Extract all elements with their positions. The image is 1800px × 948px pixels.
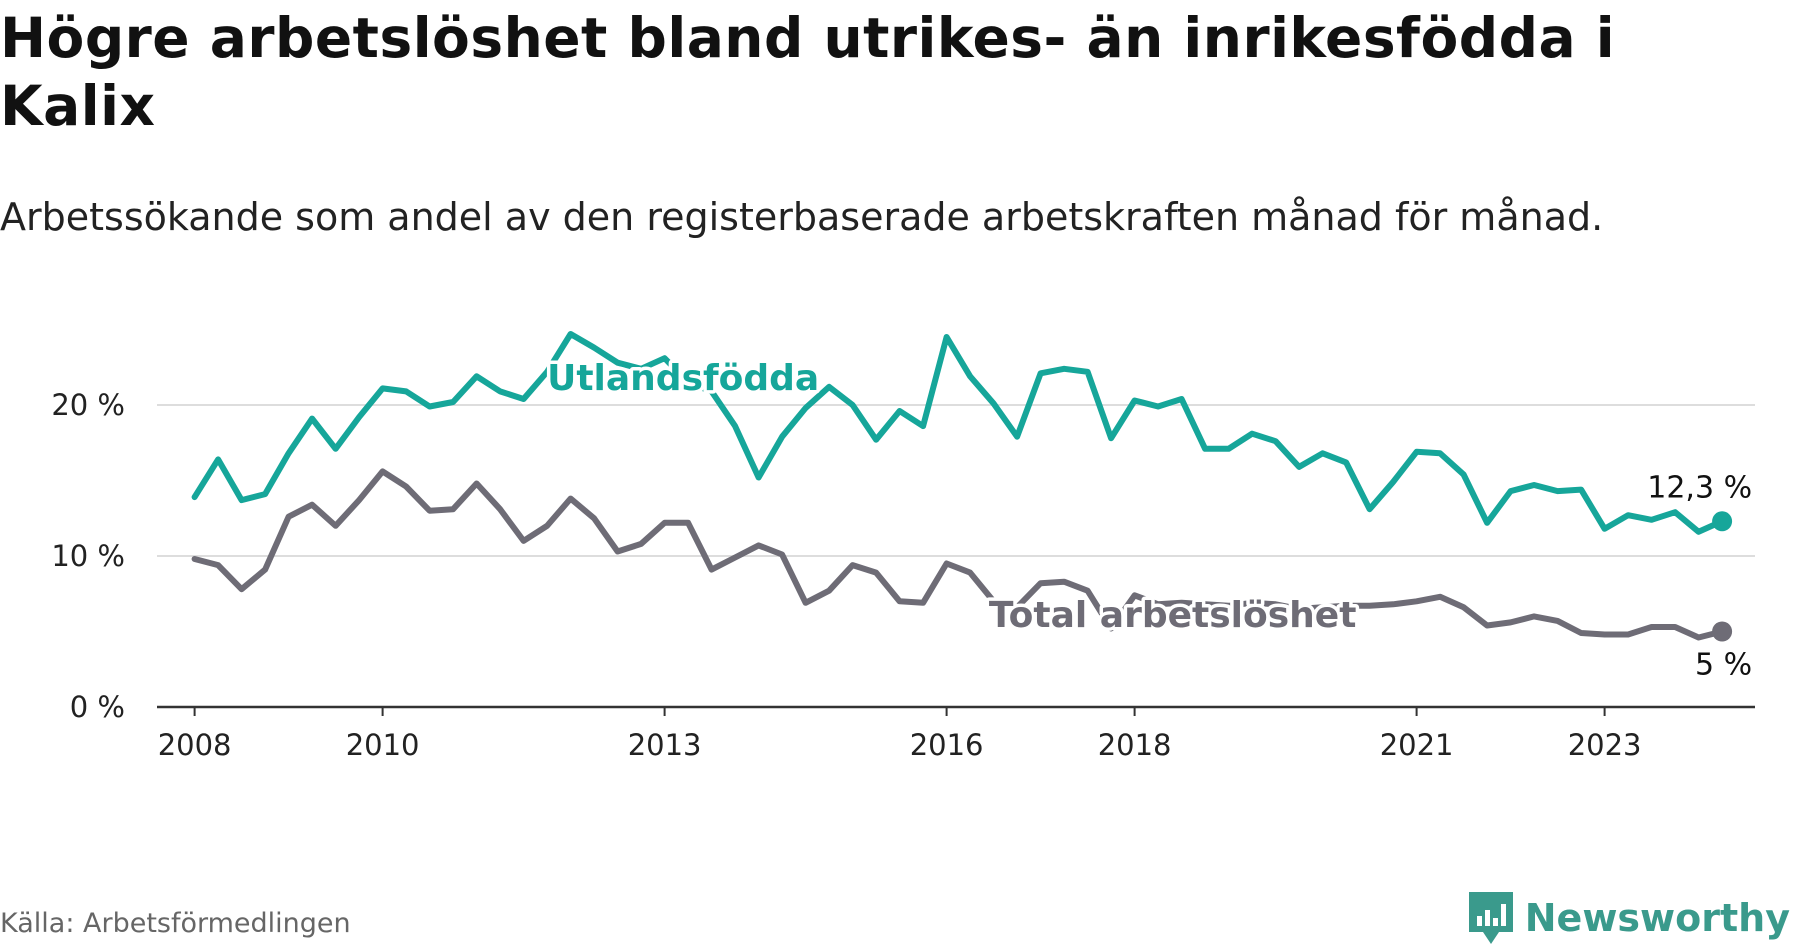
series-line-utlandsfodda (191, 331, 1726, 535)
y-tick-label: 10 % (51, 539, 125, 573)
series-label-utlandsfodda: Utlandsfödda (547, 358, 819, 399)
x-tick-label: 2016 (910, 728, 984, 762)
end-value-label-total: 5 % (1695, 648, 1752, 683)
y-tick-label: 20 % (51, 388, 125, 422)
source-note: Källa: Arbetsförmedlingen (0, 908, 351, 939)
x-tick-label: 2013 (628, 728, 702, 762)
end-value-label-utlandsfodda: 12,3 % (1647, 470, 1752, 505)
x-tick-label: 2021 (1380, 728, 1454, 762)
y-tick-label: 0 % (70, 690, 125, 724)
series-lines (191, 331, 1733, 642)
series-labels: Utlandsfödda Total arbetslöshet 12,3 % 5 % (544, 354, 1756, 685)
series-line-total (191, 468, 1726, 641)
x-tick-label: 2008 (158, 728, 232, 762)
newsworthy-logo-icon (1468, 892, 1513, 944)
x-tick-label: 2018 (1098, 728, 1172, 762)
brand-name: Newsworthy (1524, 896, 1790, 940)
chart-subtitle: Arbetssökande som andel av den registerb… (0, 195, 1604, 239)
x-tick-label: 2010 (346, 728, 420, 762)
x-tick-label: 2023 (1568, 728, 1642, 762)
brand-logo: Newsworthy (1465, 888, 1790, 948)
end-point-utlandsfodda (1712, 511, 1733, 532)
end-point-total (1712, 621, 1733, 642)
series-label-total: Total arbetslöshet (989, 595, 1357, 636)
chart-title: Högre arbetslöshet bland utrikes- än inr… (0, 6, 1616, 138)
tick-labels: 0 % 10 % 20 % 2008 2010 2013 2016 2018 2021 2023 (51, 388, 1641, 762)
